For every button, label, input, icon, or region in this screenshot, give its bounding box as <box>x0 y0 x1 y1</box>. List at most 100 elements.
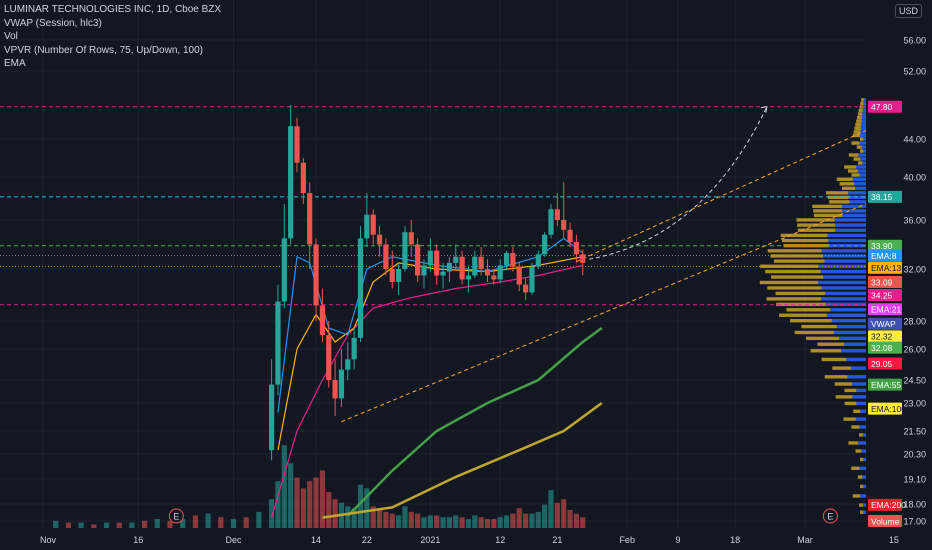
vpvr-bar-down <box>806 336 840 341</box>
y-tick-label: 18.00 <box>903 500 926 510</box>
vpvr-bar-down <box>813 213 843 218</box>
vpvr-bar-down <box>842 186 856 191</box>
vpvr-bar-down <box>834 382 852 386</box>
vpvr-bar-up <box>859 141 866 145</box>
ema-line <box>277 256 583 451</box>
volume-bar <box>154 519 160 528</box>
price-label: EMA:200 <box>871 500 906 510</box>
volume-bar <box>78 522 84 528</box>
volume-bar <box>142 520 148 528</box>
vpvr-bar-down <box>859 433 863 437</box>
volume-bar <box>580 517 586 528</box>
vpvr-bar-down <box>844 165 857 169</box>
x-tick-label: 22 <box>362 535 372 545</box>
legend-ema[interactable]: EMA <box>4 58 26 69</box>
vpvr-bar-down <box>839 182 855 186</box>
candle-body <box>383 244 389 269</box>
candle-body <box>427 250 433 266</box>
vpvr-bar-down <box>829 200 850 204</box>
candle-body <box>459 256 465 280</box>
volume-bar <box>364 488 370 528</box>
vpvr-bar-up <box>863 149 866 153</box>
candle-body <box>529 266 535 293</box>
vpvr-bar-down <box>765 269 821 274</box>
volume-bar <box>465 519 472 528</box>
candle-body <box>357 238 364 338</box>
vpvr-bar-up <box>821 249 866 253</box>
x-tick-label: 15 <box>889 535 899 545</box>
earnings-label: E <box>173 512 179 522</box>
vpvr-bar-down <box>767 286 822 290</box>
price-label-bg <box>868 249 902 262</box>
candle-body <box>523 284 529 293</box>
candle-body <box>307 193 313 245</box>
legend-vwap[interactable]: VWAP (Session, hlc3) <box>4 17 102 29</box>
candle-body <box>497 265 503 280</box>
vpvr-bar-down <box>860 149 864 153</box>
vpvr-bar-down <box>848 441 859 445</box>
volume-bar <box>383 511 389 528</box>
vpvr-bar-down <box>796 218 835 222</box>
volume-bar <box>484 519 491 528</box>
vpvr-bar-up <box>862 475 866 479</box>
vpvr-bar-down <box>835 395 853 399</box>
y-tick-label: 21.50 <box>903 427 926 437</box>
x-tick-label: Nov <box>40 535 57 545</box>
volume-bar <box>453 515 459 528</box>
volume-bar <box>516 508 522 528</box>
candle-body <box>269 384 275 451</box>
volume-bar <box>370 506 376 528</box>
currency-badge[interactable]: USD <box>894 4 922 18</box>
y-tick-label: 26.00 <box>903 345 926 355</box>
vpvr-bar-down <box>853 157 861 161</box>
vpvr-bar-down <box>766 297 822 301</box>
x-tick-label: 12 <box>495 535 505 545</box>
price-label: 33.09 <box>871 277 893 287</box>
legend-vpvr[interactable]: VPVR (Number Of Rows, 75, Up/Down, 100) <box>4 44 203 56</box>
price-label-bg <box>868 402 902 415</box>
vpvr-bar-down <box>860 510 864 514</box>
vpvr-bar-up <box>839 336 866 341</box>
vpvr-bar-down <box>851 466 860 470</box>
price-label: 47.80 <box>871 102 893 112</box>
vpvr-bar-up <box>842 213 866 218</box>
vpvr-bar-up <box>860 133 866 138</box>
vpvr-bar-up <box>834 223 866 227</box>
volume-bar <box>53 520 59 528</box>
volume-bar <box>421 517 427 528</box>
x-tick-label: Feb <box>619 535 635 545</box>
volume-bar <box>535 511 541 528</box>
legend-vol[interactable]: Vol <box>4 31 18 42</box>
vpvr-bar-down <box>852 133 861 138</box>
vpvr-bar-up <box>859 466 866 470</box>
candle-body <box>351 337 357 360</box>
price-label: 32.08 <box>871 343 893 353</box>
vpvr-bar-down <box>856 119 862 123</box>
vpvr-bar-up <box>860 494 866 498</box>
vpvr-bar-down <box>775 291 826 296</box>
volume-bar <box>269 499 275 528</box>
vpvr-bar-up <box>863 137 866 141</box>
volume-profile <box>759 98 866 514</box>
candle-body <box>402 232 408 269</box>
vpvr-bar-up <box>861 115 866 120</box>
volume-bar <box>446 517 452 528</box>
vpvr-bar-up <box>836 324 866 329</box>
vpvr-bar-up <box>856 388 866 393</box>
price-label-bg <box>868 289 902 301</box>
volume-bar <box>529 513 535 528</box>
vpvr-bar-up <box>857 169 866 173</box>
volume-bar <box>319 470 325 528</box>
price-label: 34.25 <box>871 290 893 300</box>
candle-body <box>567 229 573 243</box>
y-tick-label: 17.00 <box>903 517 926 527</box>
vpvr-bar-down <box>848 153 859 157</box>
candle-body <box>542 234 548 255</box>
vpvr-bar-up <box>850 366 866 370</box>
volume-bar <box>256 511 262 528</box>
x-tick-label: 2021 <box>420 535 440 545</box>
candle-body <box>294 126 300 163</box>
vpvr-bar-up <box>854 182 866 186</box>
vpvr-bar-up <box>856 401 866 406</box>
